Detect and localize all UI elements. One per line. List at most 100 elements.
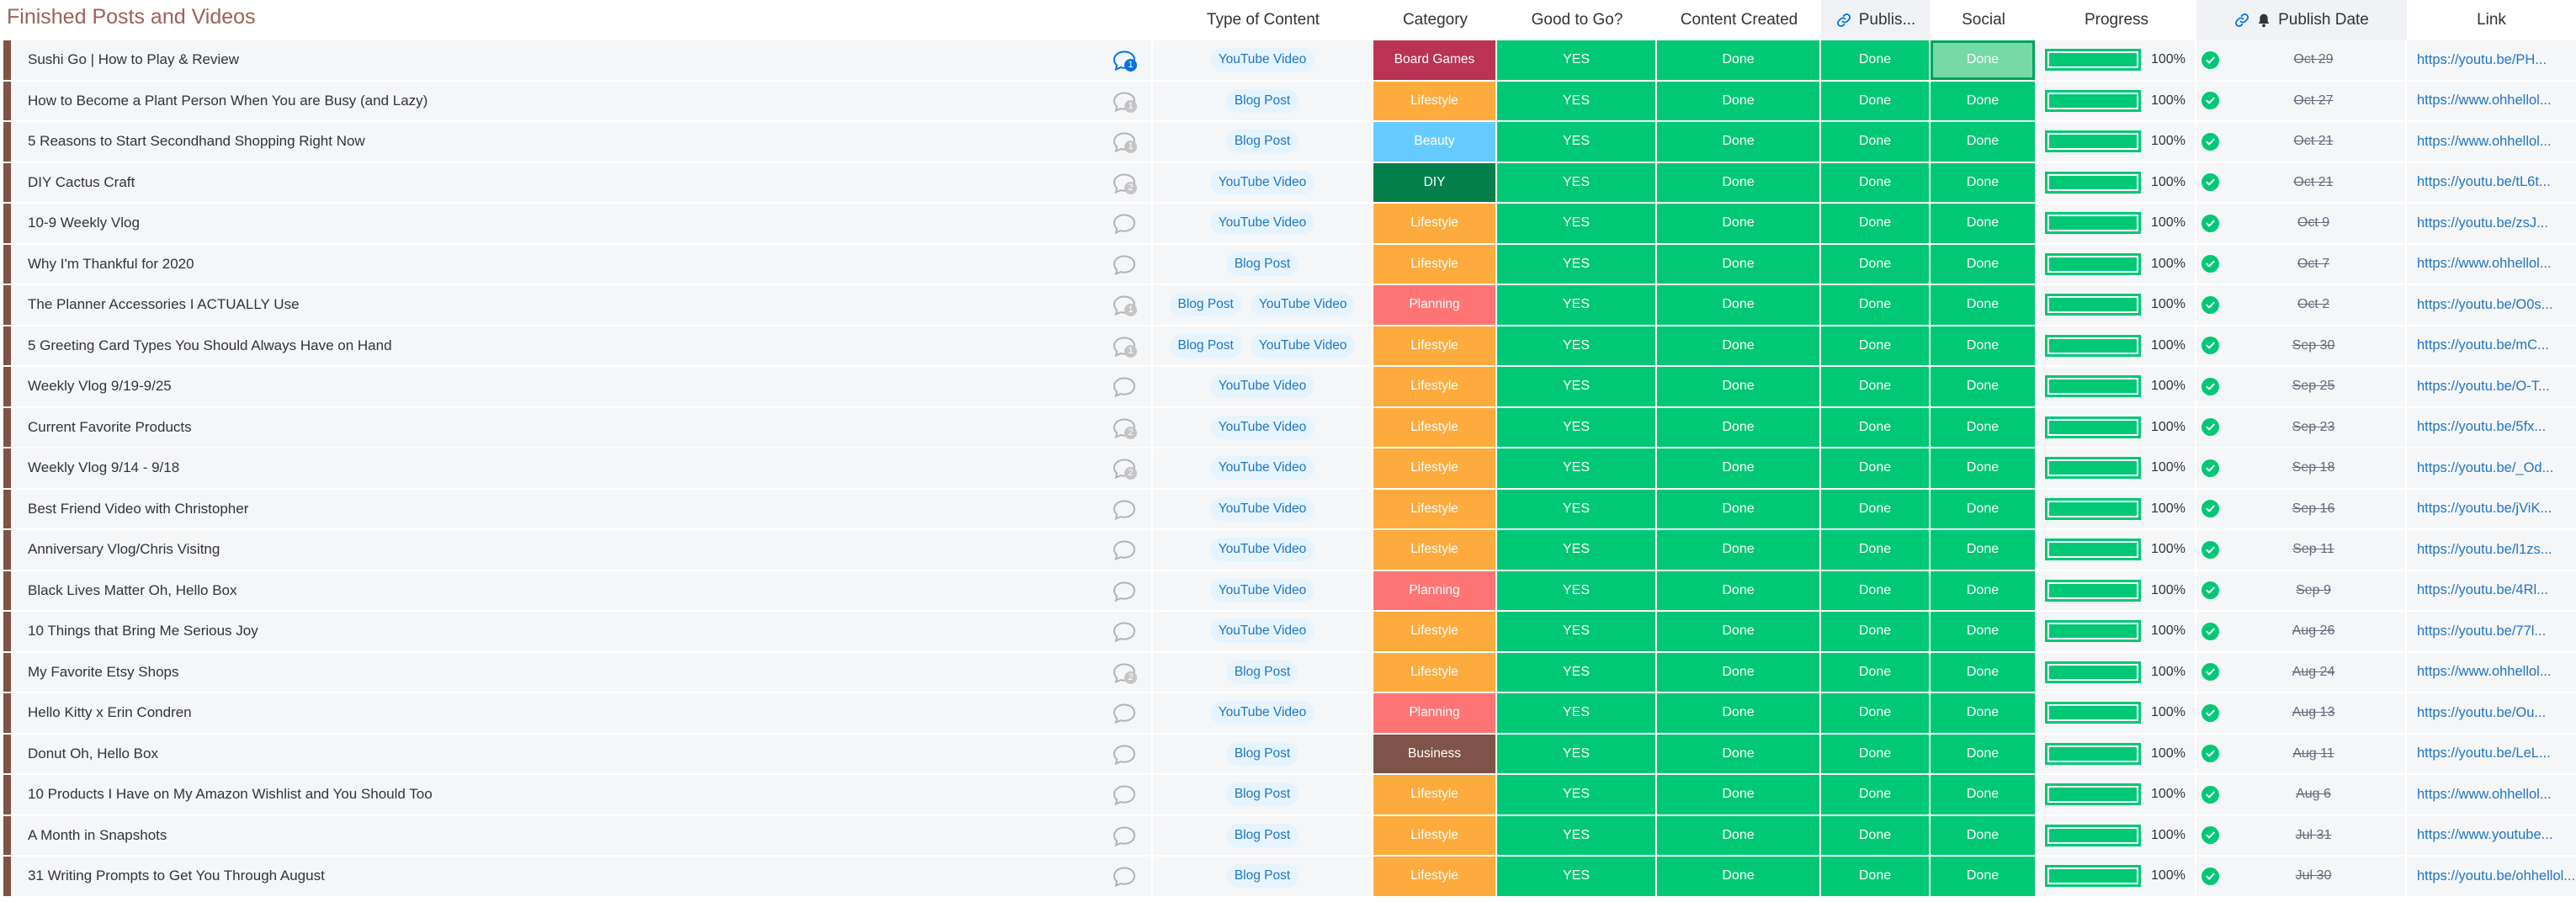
- category-status[interactable]: Lifestyle: [1373, 326, 1497, 365]
- column-header-progress[interactable]: Progress: [2037, 0, 2196, 40]
- publish-date[interactable]: Oct 2: [2297, 297, 2330, 312]
- updates-button[interactable]: 2: [1111, 661, 1138, 685]
- content-type-tag[interactable]: Blog Post: [1169, 333, 1242, 358]
- item-name[interactable]: Anniversary Vlog/Chris Visitng: [28, 541, 220, 558]
- content-type-cell[interactable]: YouTube Video: [1153, 612, 1373, 651]
- good-to-go-status[interactable]: YES: [1497, 162, 1657, 202]
- category-status[interactable]: Lifestyle: [1373, 815, 1497, 855]
- good-to-go-status[interactable]: YES: [1497, 367, 1657, 406]
- content-type-tag[interactable]: Blog Post: [1225, 741, 1299, 766]
- content-type-cell[interactable]: Blog Post YouTube Video: [1153, 285, 1373, 325]
- published-status[interactable]: Done: [1821, 448, 1931, 488]
- column-header-link[interactable]: Link: [2407, 0, 2576, 40]
- social-status[interactable]: Done: [1931, 815, 2037, 855]
- table-row[interactable]: My Favorite Etsy Shops 2 Blog Post Lifestyl…: [0, 652, 2576, 693]
- content-type-tag[interactable]: Blog Post: [1225, 88, 1299, 113]
- social-status[interactable]: Done: [1931, 40, 2037, 80]
- content-created-status[interactable]: Done: [1657, 448, 1821, 488]
- publish-date[interactable]: Jul 30: [2295, 868, 2332, 883]
- table-row[interactable]: Current Favorite Products 2 YouTube Video L…: [0, 407, 2576, 448]
- check-circle-icon[interactable]: [2202, 745, 2219, 763]
- content-type-tag[interactable]: Blog Post: [1225, 864, 1299, 889]
- publish-date[interactable]: Jul 31: [2295, 827, 2332, 842]
- content-created-status[interactable]: Done: [1657, 652, 1821, 692]
- publish-date-cell[interactable]: Oct 21: [2196, 122, 2407, 162]
- good-to-go-status[interactable]: YES: [1497, 40, 1657, 80]
- item-name-cell[interactable]: 5 Greeting Card Types You Should Always …: [11, 326, 1153, 365]
- content-type-tag[interactable]: Blog Post: [1225, 783, 1299, 807]
- social-status[interactable]: Done: [1931, 204, 2037, 243]
- social-status[interactable]: Done: [1931, 367, 2037, 406]
- content-created-status[interactable]: Done: [1657, 40, 1821, 80]
- social-status[interactable]: Done: [1931, 326, 2037, 365]
- updates-button[interactable]: 2: [1111, 172, 1138, 195]
- check-circle-icon[interactable]: [2202, 418, 2219, 437]
- publish-date[interactable]: Aug 6: [2296, 787, 2331, 802]
- item-name-cell[interactable]: 10 Things that Bring Me Serious Joy: [11, 612, 1153, 651]
- updates-button[interactable]: [1111, 580, 1138, 603]
- content-type-tag[interactable]: YouTube Video: [1209, 170, 1315, 194]
- social-status[interactable]: Done: [1931, 162, 2037, 202]
- publish-date-cell[interactable]: Aug 24: [2196, 652, 2407, 692]
- item-name[interactable]: Current Favorite Products: [28, 418, 192, 435]
- table-row[interactable]: 10-9 Weekly Vlog YouTube Video Lifestyle YE…: [0, 204, 2576, 245]
- item-name-cell[interactable]: 5 Reasons to Start Secondhand Shopping R…: [11, 122, 1153, 162]
- link-cell[interactable]: https://youtu.be/O0s...: [2407, 285, 2576, 325]
- published-status[interactable]: Done: [1821, 81, 1931, 120]
- content-created-status[interactable]: Done: [1657, 693, 1821, 733]
- table-row[interactable]: 5 Reasons to Start Secondhand Shopping R…: [0, 122, 2576, 163]
- category-status[interactable]: Lifestyle: [1373, 857, 1497, 896]
- content-created-status[interactable]: Done: [1657, 775, 1821, 814]
- item-name-cell[interactable]: A Month in Snapshots: [11, 815, 1153, 855]
- link-cell[interactable]: https://youtu.be/5fx...: [2407, 407, 2576, 447]
- publish-date-cell[interactable]: Sep 9: [2196, 570, 2407, 610]
- updates-button[interactable]: [1111, 253, 1138, 277]
- good-to-go-status[interactable]: YES: [1497, 775, 1657, 814]
- content-type-cell[interactable]: Blog Post: [1153, 775, 1373, 814]
- column-header-created[interactable]: Content Created: [1657, 0, 1821, 40]
- category-status[interactable]: Planning: [1373, 285, 1497, 325]
- social-status[interactable]: Done: [1931, 407, 2037, 447]
- content-type-tag[interactable]: Blog Post: [1225, 660, 1299, 684]
- link-cell[interactable]: https://youtu.be/zsJ...: [2407, 204, 2576, 243]
- category-status[interactable]: Lifestyle: [1373, 244, 1497, 284]
- item-name[interactable]: 10 Products I Have on My Amazon Wishlist…: [28, 786, 433, 803]
- check-circle-icon[interactable]: [2202, 785, 2219, 804]
- publish-date-cell[interactable]: Sep 18: [2196, 448, 2407, 488]
- check-circle-icon[interactable]: [2202, 581, 2219, 600]
- content-created-status[interactable]: Done: [1657, 530, 1821, 570]
- content-created-status[interactable]: Done: [1657, 122, 1821, 162]
- item-link[interactable]: https://youtu.be/zsJ...: [2417, 215, 2548, 231]
- item-name[interactable]: The Planner Accessories I ACTUALLY Use: [28, 296, 300, 313]
- published-status[interactable]: Done: [1821, 40, 1931, 80]
- item-name[interactable]: Weekly Vlog 9/19-9/25: [28, 378, 172, 395]
- item-name[interactable]: 5 Reasons to Start Secondhand Shopping R…: [28, 133, 365, 150]
- link-cell[interactable]: https://youtu.be/O-T...: [2407, 367, 2576, 406]
- content-type-tag[interactable]: YouTube Video: [1209, 619, 1315, 644]
- content-created-status[interactable]: Done: [1657, 244, 1821, 284]
- item-link[interactable]: https://youtu.be/ohhellol...: [2417, 868, 2576, 883]
- item-name-cell[interactable]: Donut Oh, Hello Box: [11, 734, 1153, 773]
- link-cell[interactable]: https://youtu.be/jViK...: [2407, 489, 2576, 528]
- updates-button[interactable]: [1111, 375, 1138, 399]
- publish-date-cell[interactable]: Oct 7: [2196, 244, 2407, 284]
- content-created-status[interactable]: Done: [1657, 570, 1821, 610]
- table-row[interactable]: 5 Greeting Card Types You Should Always …: [0, 326, 2576, 367]
- check-circle-icon[interactable]: [2202, 92, 2219, 110]
- publish-date[interactable]: Oct 27: [2293, 93, 2334, 108]
- link-cell[interactable]: https://www.ohhellol...: [2407, 652, 2576, 692]
- content-type-cell[interactable]: YouTube Video: [1153, 204, 1373, 243]
- item-name[interactable]: My Favorite Etsy Shops: [28, 663, 179, 680]
- column-header-type[interactable]: Type of Content: [1153, 0, 1373, 40]
- item-name[interactable]: Best Friend Video with Christopher: [28, 500, 249, 517]
- content-created-status[interactable]: Done: [1657, 367, 1821, 406]
- check-circle-icon[interactable]: [2202, 132, 2219, 151]
- table-row[interactable]: Weekly Vlog 9/19-9/25 YouTube Video Lifest…: [0, 367, 2576, 408]
- social-status[interactable]: Done: [1931, 857, 2037, 896]
- updates-button[interactable]: [1111, 212, 1138, 236]
- item-name[interactable]: Black Lives Matter Oh, Hello Box: [28, 581, 237, 598]
- category-status[interactable]: Business: [1373, 734, 1497, 773]
- group-title[interactable]: Finished Posts and Videos: [7, 5, 256, 29]
- item-link[interactable]: https://youtu.be/5fx...: [2417, 419, 2547, 435]
- social-status[interactable]: Done: [1931, 652, 2037, 692]
